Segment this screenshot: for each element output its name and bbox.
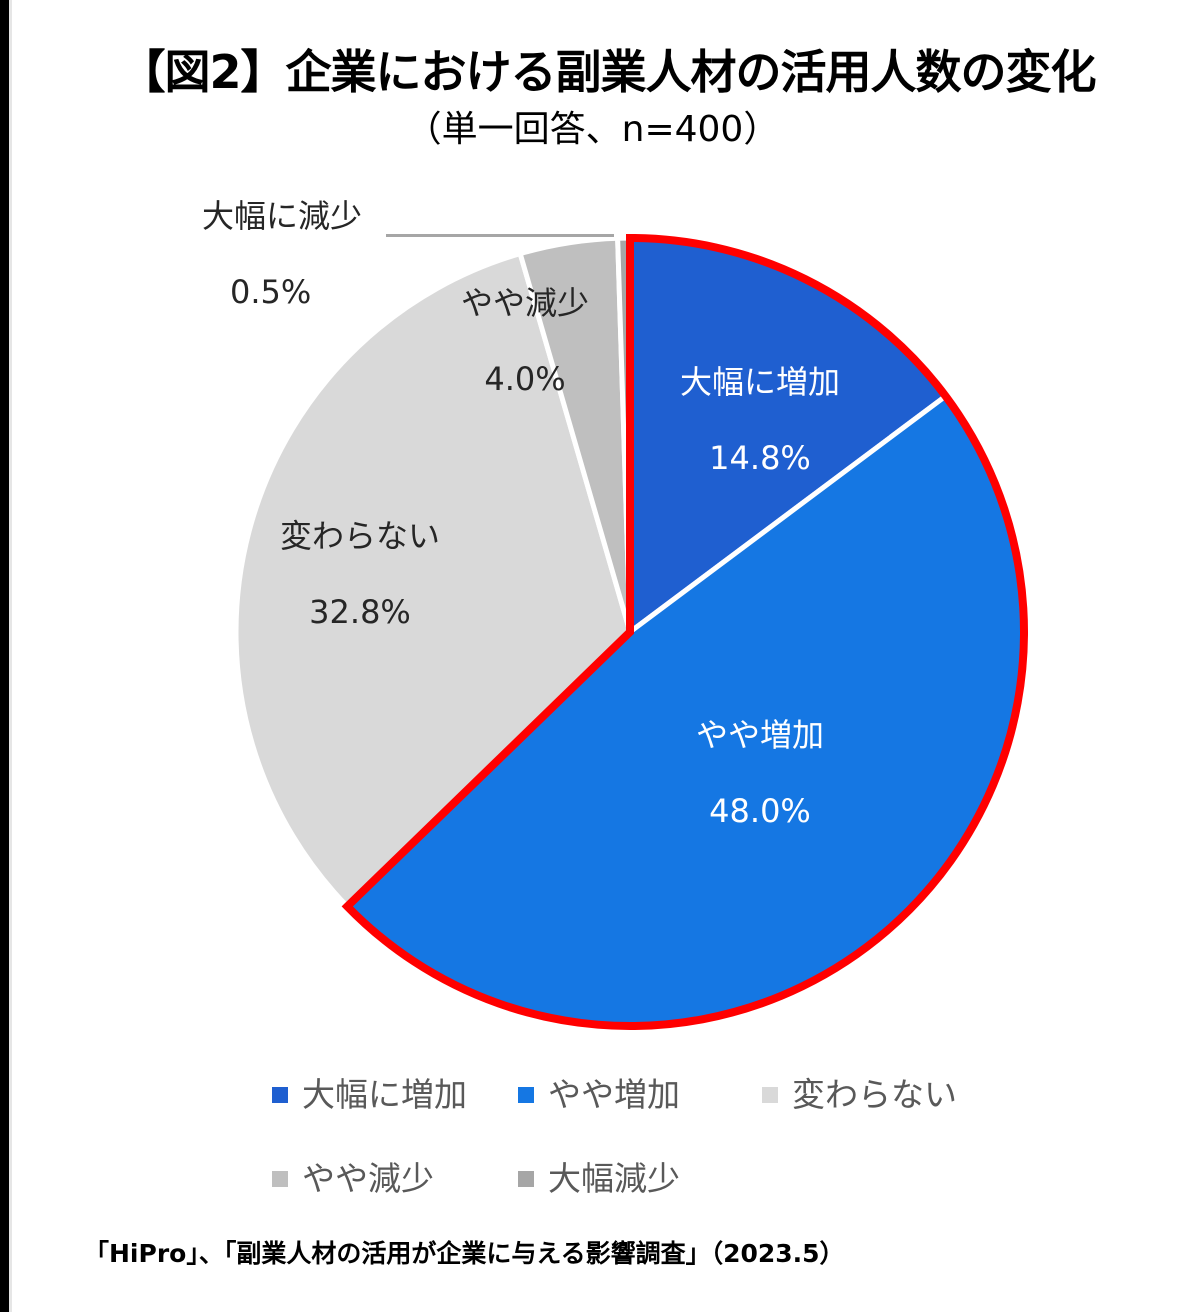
legend-label: やや増加 <box>548 1075 680 1114</box>
highlight-outline <box>341 233 1028 1030</box>
slice-label-value: 0.5% <box>230 273 312 311</box>
slice-label-name: やや減少 <box>460 284 589 322</box>
legend-item-large-decrease: 大幅減少 <box>518 1152 680 1200</box>
legend-label: 大幅に増加 <box>302 1075 467 1114</box>
slice-label-value: 4.0% <box>484 360 566 398</box>
slice-label-slight-increase: やや増加 48.0% <box>650 715 870 831</box>
pie-slice-2 <box>233 250 633 910</box>
slice-label-value: 14.8% <box>709 439 811 477</box>
legend-item-large-increase: 大幅に増加 <box>272 1068 467 1116</box>
legend-swatch <box>518 1171 534 1187</box>
source-citation: 「HiPro」、「副業人材の活用が企業に与える影響調査」（2023.5） <box>84 1239 845 1268</box>
slice-label-no-change: 変わらない 32.8% <box>250 516 470 632</box>
legend-label: 大幅減少 <box>548 1159 680 1198</box>
legend-item-slight-increase: やや増加 <box>518 1068 680 1116</box>
legend-item-no-change: 変わらない <box>762 1068 957 1116</box>
legend-swatch <box>518 1087 534 1103</box>
leader-line-large-decrease <box>386 234 614 237</box>
slice-label-value: 48.0% <box>709 792 811 830</box>
legend-label: 変わらない <box>792 1075 957 1114</box>
slice-label-name: やや増加 <box>695 716 824 754</box>
slice-label-name: 大幅に減少 <box>201 197 362 235</box>
left-border-shadow <box>9 0 12 1312</box>
left-border-bar <box>0 0 9 1312</box>
legend-swatch <box>272 1087 288 1103</box>
slice-label-name: 大幅に増加 <box>679 363 840 401</box>
slice-label-large-increase: 大幅に増加 14.8% <box>650 362 870 478</box>
slice-label-value: 32.8% <box>309 593 411 631</box>
slice-label-name: 変わらない <box>279 517 440 555</box>
legend-label: やや減少 <box>302 1159 434 1198</box>
slice-label-large-decrease: 大幅に減少 0.5% <box>172 196 392 312</box>
chart-title: 【図2】企業における副業人材の活用人数の変化 <box>119 45 1096 99</box>
legend-swatch <box>762 1087 778 1103</box>
legend-swatch <box>272 1171 288 1187</box>
slice-label-slight-decrease: やや減少 4.0% <box>420 283 630 399</box>
legend-item-slight-decrease: やや減少 <box>272 1152 434 1200</box>
chart-subtitle: （単一回答、n=400） <box>405 109 780 150</box>
